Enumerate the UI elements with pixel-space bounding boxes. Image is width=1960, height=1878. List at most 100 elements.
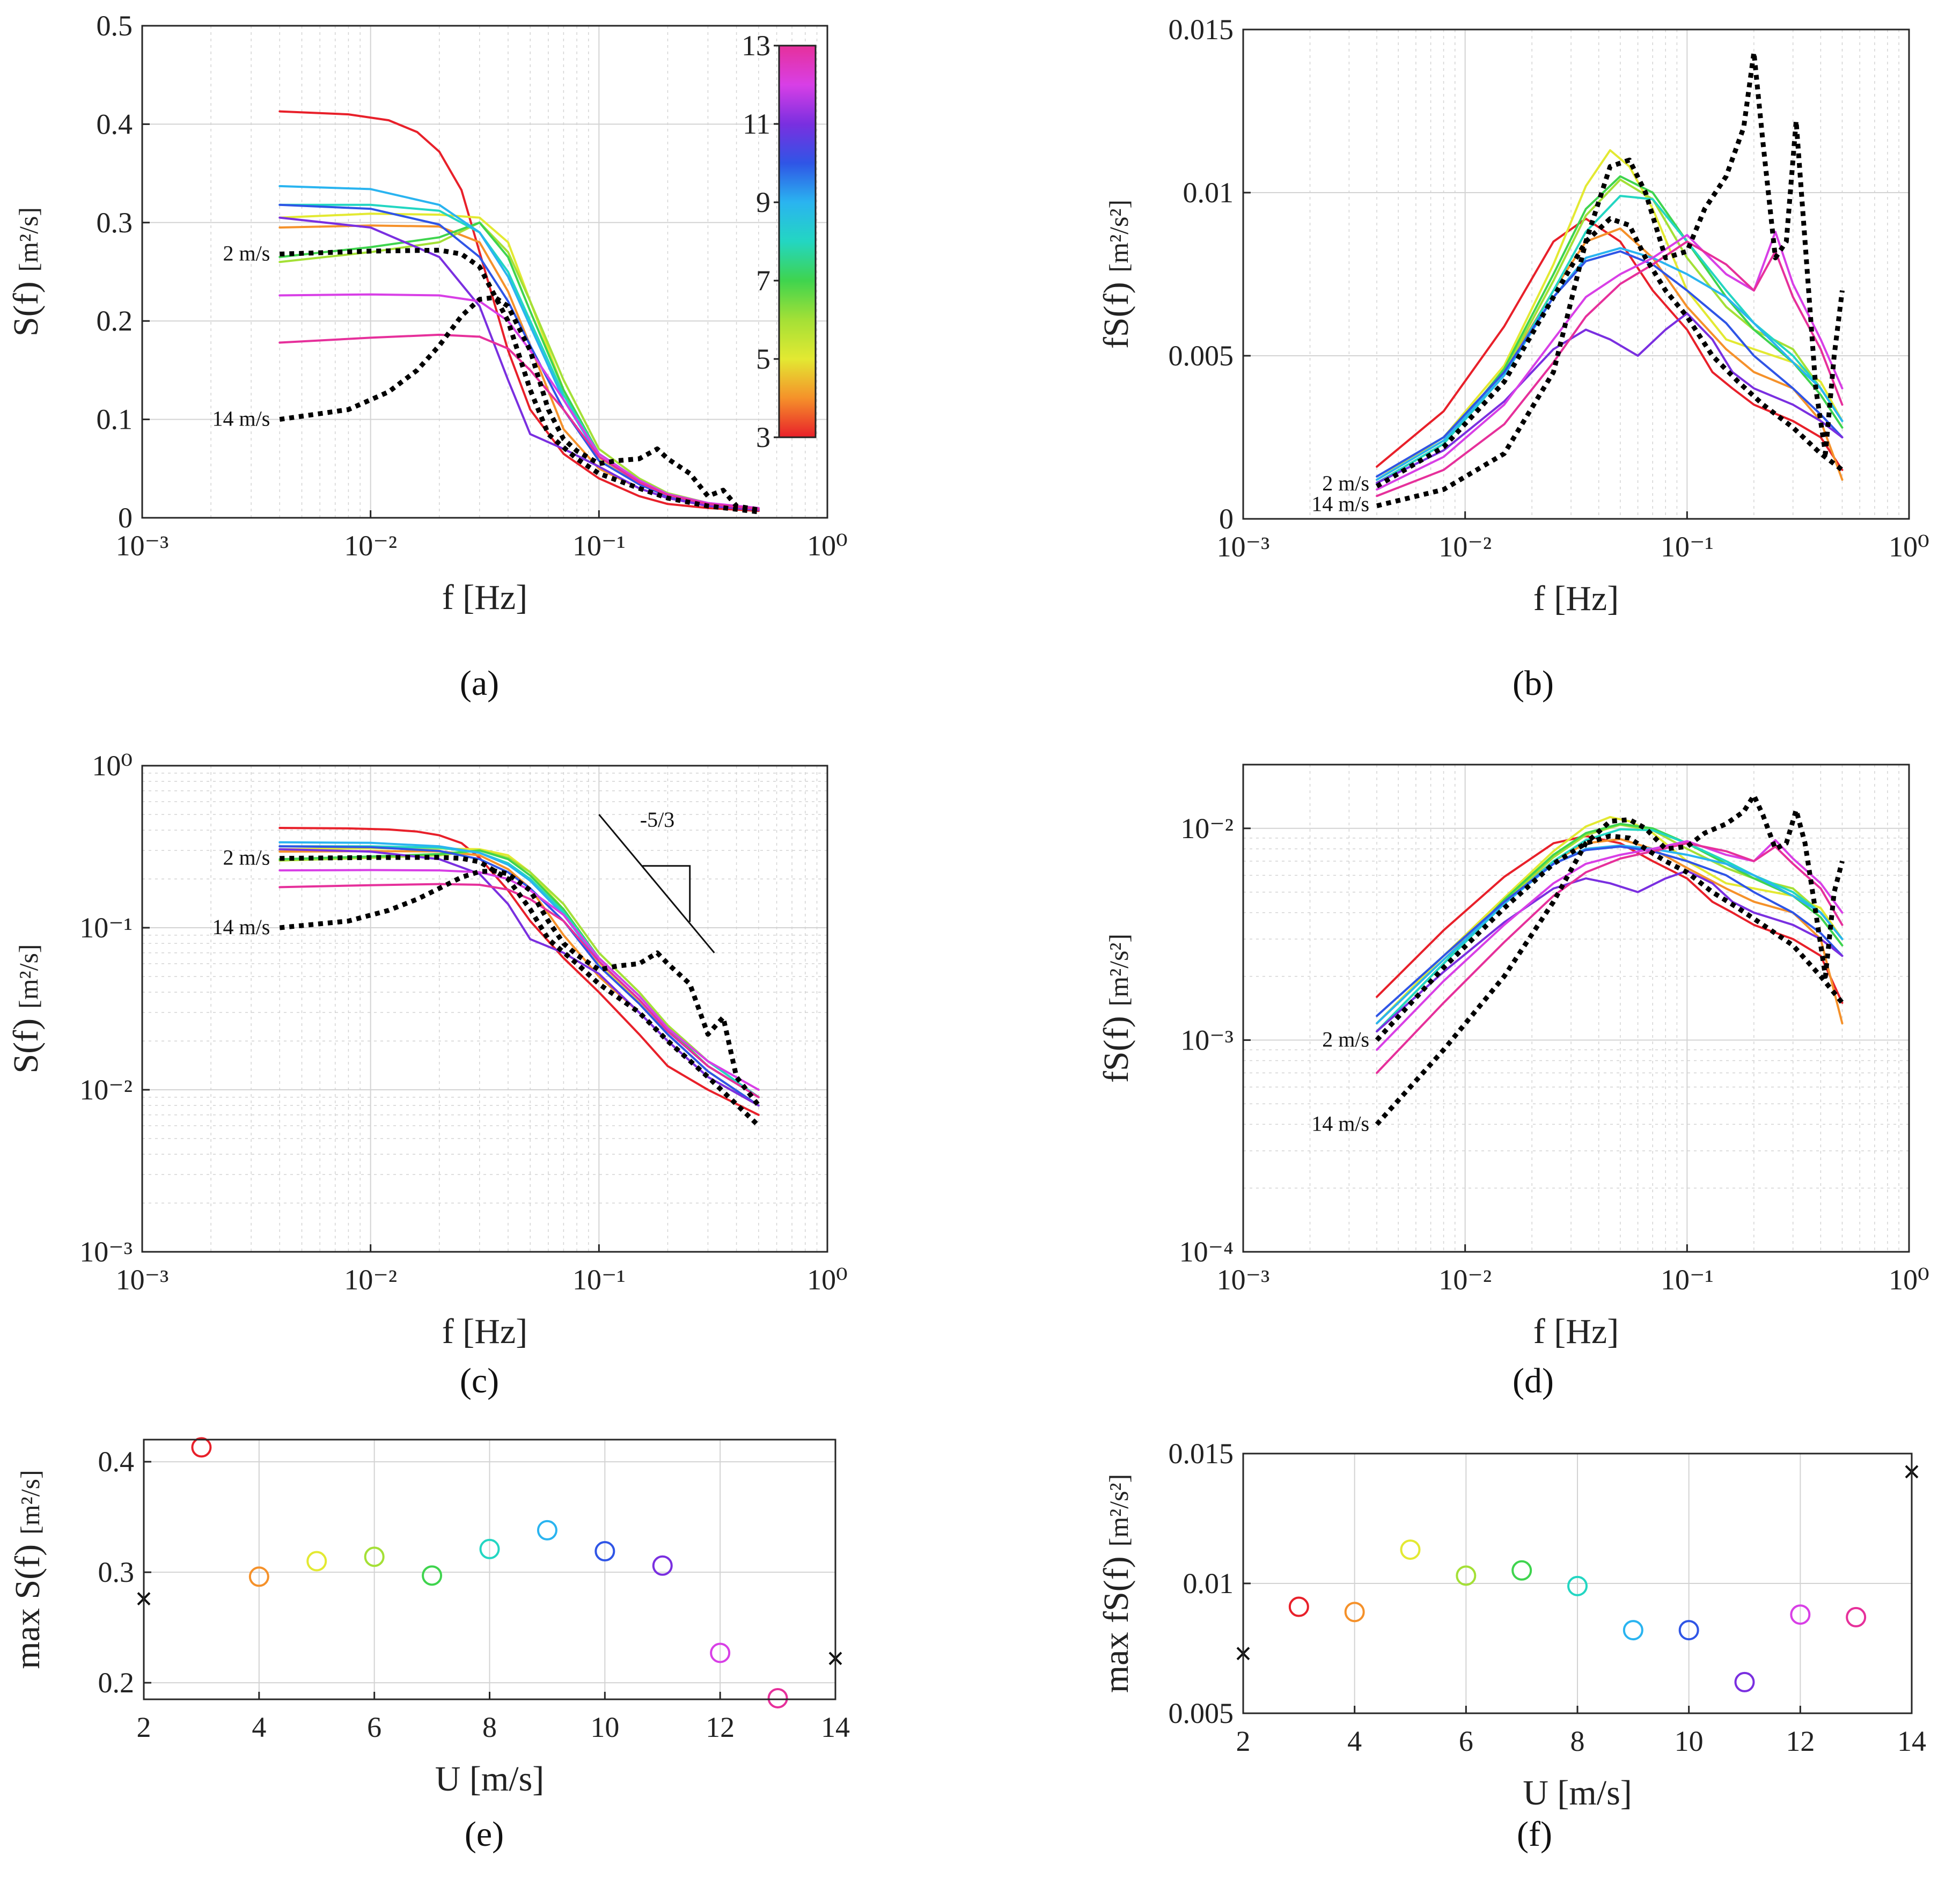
y-axis-label-unit: [m²/s²] — [1104, 934, 1134, 1007]
x-tick-label: 14 — [1897, 1725, 1926, 1757]
annotation-2ms: 2 m/s — [1322, 471, 1369, 495]
marker-U6 — [364, 1546, 385, 1567]
y-tick-label: 0.5 — [97, 10, 133, 42]
y-tick-label: 0.4 — [98, 1446, 135, 1478]
y-tick-label: 0.015 — [1169, 13, 1234, 46]
colorbar-tick-label: 13 — [742, 30, 770, 62]
series-line-U12 — [1376, 231, 1844, 491]
series-line-U6 — [278, 849, 760, 1098]
series-line-U5 — [278, 212, 760, 511]
panel-label-d: (d) — [1513, 1361, 1554, 1400]
x-tick-label: 10 — [1675, 1725, 1704, 1757]
marker-U8 — [1567, 1575, 1588, 1596]
y-axis-label-unit: [m²/s²] — [1104, 200, 1134, 273]
marker-U12 — [1790, 1604, 1811, 1625]
reference-line-U14 — [279, 868, 761, 1107]
marker-U3 — [1288, 1596, 1309, 1617]
panel-a: 10⁻³ 10⁻² 10⁻¹ 10⁰ 0 0.1 0.2 0.3 0.4 0.5 f [Hz] S(f… — [6, 10, 848, 617]
y-tick-label: 0.01 — [1183, 177, 1234, 209]
series-line-U13 — [1376, 240, 1844, 497]
y-tick-label: 0.3 — [98, 1556, 135, 1588]
y-axis-label-quantity: S(f) — [6, 1018, 46, 1074]
series-line-U11 — [1376, 870, 1844, 1033]
x-axis-label: f [Hz] — [1533, 579, 1619, 618]
y-tick-label: 0.015 — [1169, 1437, 1234, 1470]
annotation-2ms: 2 m/s — [223, 846, 270, 870]
x-tick-label: 10⁻³ — [1217, 531, 1270, 563]
panel-label-e: (e) — [465, 1815, 504, 1854]
panel-f: 2 4 6 8 10 12 14 0.005 0.01 0.015 U [m/s] max fS(f)… — [1097, 1437, 1926, 1813]
y-tick-label: 0 — [1219, 503, 1234, 535]
grid — [1243, 1453, 1912, 1714]
series-line-U11 — [278, 848, 760, 1107]
y-axis-label: S(f) [m²/s] — [6, 207, 46, 336]
y-axis-label-quantity: max fS(f) — [1097, 1556, 1136, 1693]
x-axis-label: f [Hz] — [442, 1312, 527, 1351]
x-tick-label: 10⁻¹ — [1661, 1264, 1714, 1296]
y-axis-label: S(f) [m²/s] — [6, 944, 46, 1073]
plot-frame — [1242, 764, 1910, 1253]
marker-U11 — [1734, 1671, 1755, 1692]
panel-label-b: (b) — [1513, 664, 1554, 703]
x-tick-label: 10⁻¹ — [1661, 531, 1714, 563]
x-tick-label: 10⁻² — [1438, 1264, 1492, 1296]
annotation-2ms: 2 m/s — [1322, 1027, 1369, 1051]
x-tick-label: 6 — [367, 1711, 381, 1743]
y-tick-label: 10⁻³ — [79, 1236, 133, 1268]
x-axis-label: U [m/s] — [435, 1759, 544, 1799]
x-tick-label: 4 — [1347, 1725, 1362, 1757]
colorbar-tick-label: 9 — [756, 186, 770, 218]
x-tick-label: 10⁻¹ — [572, 530, 626, 562]
x-tick-label: 10 — [590, 1711, 619, 1743]
marker-U4 — [1344, 1602, 1365, 1623]
marker-U13 — [1846, 1606, 1867, 1627]
colorbar — [778, 45, 817, 438]
marker-U10 — [1678, 1620, 1699, 1641]
x-tick-label: 10⁰ — [807, 1264, 848, 1296]
colorbar-tick-label: 3 — [756, 421, 770, 453]
grid — [143, 1440, 836, 1699]
panel-label-a: (a) — [460, 664, 499, 703]
marker-U7 — [422, 1565, 443, 1586]
x-tick-label: 2 — [137, 1711, 151, 1743]
panel-label-c: (c) — [460, 1361, 499, 1400]
reference-line-U14 — [1376, 50, 1845, 509]
series-line-U5 — [1376, 149, 1844, 481]
annotation-14ms: 14 m/s — [212, 915, 270, 939]
x-tick-label: 4 — [252, 1711, 266, 1743]
x-tick-label: 12 — [1786, 1725, 1815, 1757]
x-tick-label: 10⁰ — [807, 530, 848, 562]
y-axis-label: fS(f) [m²/s²] — [1097, 200, 1136, 349]
series-line-U12 — [278, 869, 760, 1091]
x-tick-label: 10⁰ — [1889, 1264, 1929, 1296]
reference-line-U14 — [279, 295, 759, 512]
reference-line-U2 — [280, 855, 761, 1128]
grid — [142, 765, 828, 1252]
colorbar-tick-label: 7 — [756, 265, 770, 297]
series-line-U7 — [278, 221, 760, 510]
x-tick-label: 10⁻² — [1438, 531, 1492, 563]
marker-U9 — [537, 1520, 557, 1540]
reference-line-U14 — [1375, 793, 1845, 1126]
x-tick-label: 10⁻³ — [1217, 1264, 1270, 1296]
y-axis-label: max S(f) [m²/s] — [8, 1470, 47, 1669]
x-tick-label: 10⁻³ — [116, 1264, 169, 1296]
y-tick-label: 0 — [118, 502, 133, 534]
colorbar-tick-label: 11 — [743, 108, 770, 140]
y-tick-label: 0.005 — [1169, 1697, 1234, 1729]
panel-b: 10⁻³ 10⁻² 10⁻¹ 10⁰ 0 0.005 0.01 0.015 f [Hz] fS(f… — [1097, 13, 1929, 618]
marker-U11 — [652, 1555, 673, 1576]
series-line-U4 — [278, 224, 760, 511]
y-axis-label: fS(f) [m²/s²] — [1097, 934, 1136, 1083]
x-axis-label: f [Hz] — [442, 578, 527, 617]
series-line-U3 — [1376, 835, 1844, 1004]
x-tick-label: 10⁻² — [344, 1264, 397, 1296]
series-line-U12 — [1376, 839, 1844, 1051]
panel-label-f: (f) — [1517, 1815, 1552, 1854]
x-tick-label: 10⁻² — [344, 530, 397, 562]
marker-U6 — [1456, 1565, 1477, 1586]
y-tick-label: 10⁻⁴ — [1179, 1236, 1234, 1268]
x-tick-label: 2 — [1236, 1725, 1251, 1757]
series-line-U3 — [278, 110, 760, 512]
